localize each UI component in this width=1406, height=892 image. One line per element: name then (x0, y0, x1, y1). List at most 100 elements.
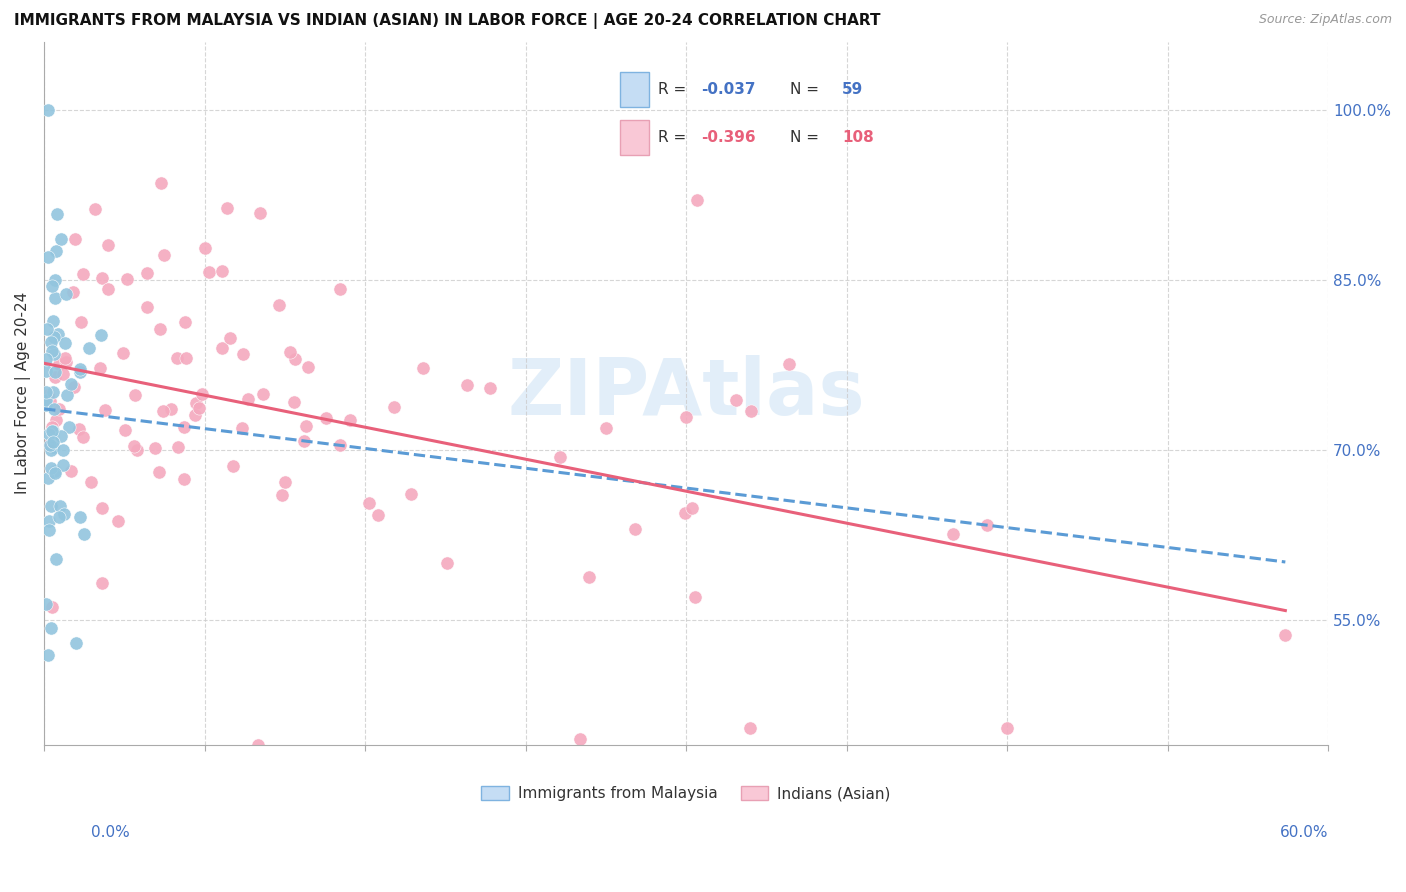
Point (436, 556, 458, 570)
Text: -0.396: -0.396 (702, 130, 755, 145)
Point (35, 597, 58, 611)
Point (39, 620, 62, 634)
Point (166, 351, 188, 365)
Point (270, 488, 292, 502)
Point (37, 321, 59, 335)
Point (231, 421, 253, 435)
Point (198, 265, 221, 279)
Point (1274, 628, 1296, 642)
Point (97, 237, 120, 252)
Text: 108: 108 (842, 130, 875, 145)
Point (35, 392, 58, 407)
Point (568, 731, 591, 746)
Point (53, 335, 76, 350)
Point (45, 244, 67, 258)
Point (69, 315, 91, 329)
Point (42, 440, 65, 454)
Point (219, 331, 242, 345)
Point (283, 395, 305, 409)
Point (62, 285, 84, 300)
Point (114, 423, 136, 437)
Point (107, 515, 129, 529)
Point (44, 466, 66, 480)
Text: 59: 59 (842, 81, 863, 96)
Point (456, 378, 478, 392)
Text: R =: R = (658, 81, 690, 96)
Point (38, 523, 60, 537)
Point (44, 365, 66, 379)
Point (42, 384, 65, 399)
Point (136, 301, 159, 315)
Point (52, 458, 75, 472)
Point (778, 357, 800, 371)
Point (60, 376, 83, 391)
Point (35, 364, 58, 378)
Point (45, 413, 67, 427)
Point (35, 398, 58, 412)
Point (173, 420, 195, 434)
Point (685, 590, 707, 604)
Point (53, 508, 76, 522)
Text: R =: R = (658, 130, 690, 145)
Y-axis label: In Labor Force | Age 20-24: In Labor Force | Age 20-24 (15, 292, 31, 494)
Text: N =: N = (790, 130, 820, 145)
Text: 60.0%: 60.0% (1281, 825, 1329, 840)
Point (122, 440, 145, 454)
Point (247, 738, 270, 752)
Point (39, 442, 62, 457)
Point (37, 437, 59, 451)
Point (35, 384, 58, 399)
Point (90, 271, 112, 285)
Point (292, 434, 315, 448)
Text: Source: ZipAtlas.com: Source: ZipAtlas.com (1258, 13, 1392, 27)
Point (578, 570, 600, 584)
Point (41, 420, 63, 434)
Point (382, 401, 405, 415)
Point (37, 103, 59, 117)
Point (83, 202, 105, 217)
Point (67, 422, 90, 436)
Point (37, 387, 59, 401)
Point (173, 472, 195, 486)
Text: N =: N = (790, 81, 820, 96)
Point (97, 282, 120, 296)
Point (73, 527, 96, 541)
Point (173, 315, 195, 329)
Point (48, 401, 70, 416)
Point (44, 402, 66, 417)
Point (45, 207, 67, 221)
Point (59, 464, 82, 478)
Point (55, 355, 77, 369)
Point (681, 500, 703, 515)
Point (44, 370, 66, 384)
Point (49, 500, 72, 514)
Point (412, 360, 434, 375)
Point (339, 413, 361, 427)
Point (45, 551, 67, 566)
Point (111, 346, 134, 360)
Point (41, 499, 63, 513)
Point (976, 518, 998, 533)
Point (89, 360, 111, 375)
Point (124, 388, 146, 402)
Point (41, 435, 63, 450)
Point (90, 327, 112, 342)
Point (211, 341, 233, 355)
Point (673, 506, 696, 520)
Point (176, 351, 198, 366)
Point (148, 466, 170, 480)
Point (252, 387, 274, 401)
Point (52, 367, 75, 381)
Point (37, 648, 59, 663)
Point (41, 600, 63, 615)
Point (51, 232, 73, 246)
Point (149, 322, 172, 336)
Point (284, 351, 307, 366)
Point (232, 347, 254, 361)
Point (38, 514, 60, 528)
Point (42, 314, 65, 328)
FancyBboxPatch shape (620, 120, 650, 155)
Point (675, 410, 697, 425)
Point (63, 379, 86, 393)
Point (548, 450, 571, 465)
